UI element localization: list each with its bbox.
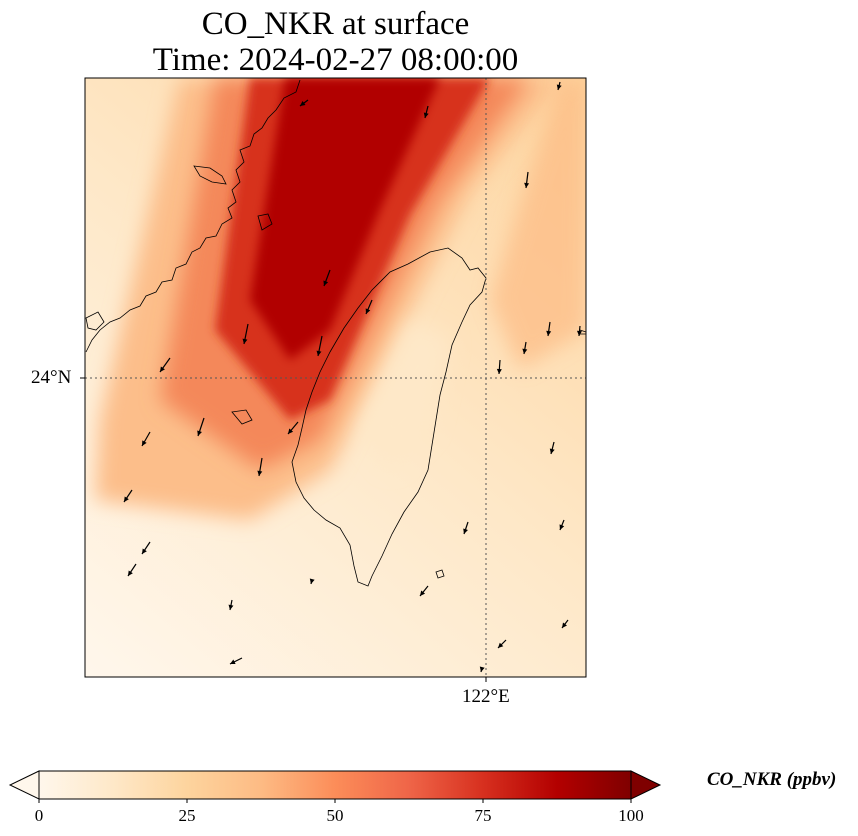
wind-arrow-head <box>323 280 329 286</box>
colorbar-tick-label: 75 <box>474 806 492 825</box>
concentration-field <box>85 78 586 677</box>
wind-arrow-head <box>288 428 294 434</box>
wind-arrow-head <box>577 330 582 336</box>
wind-arrow-head <box>423 112 429 118</box>
wind-arrow-head <box>128 570 133 576</box>
wind-arrow-head <box>142 440 147 446</box>
map-subtitle-time: Time: 2024-02-27 08:00:00 <box>152 42 519 78</box>
colorbar-extend-max <box>630 770 662 800</box>
lon-label-122e: 122°E <box>462 686 510 707</box>
wind-arrow-head <box>562 622 567 628</box>
wind-arrow-head <box>496 368 502 374</box>
wind-arrow-head <box>228 604 234 610</box>
wind-arrow-head <box>300 101 306 106</box>
wind-arrow-head <box>124 496 129 502</box>
wind-arrow-head <box>420 590 426 596</box>
wind-arrow-head <box>230 659 236 664</box>
wind-arrow-head <box>549 448 555 454</box>
wind-arrow-head <box>365 308 371 314</box>
wind-arrow-head <box>559 524 565 530</box>
plume-east <box>490 78 586 370</box>
island-coast <box>257 213 273 231</box>
wind-arrow-head <box>197 430 202 436</box>
wind-arrow-head <box>546 330 552 336</box>
colorbar-label: CO_NKR (ppbv) <box>707 769 837 790</box>
wind-arrow-head <box>479 666 485 672</box>
china-coastline <box>85 79 301 353</box>
clean-wedge <box>360 320 450 470</box>
colorbar-tick-label: 100 <box>618 806 644 825</box>
wind-arrow-head <box>316 350 322 356</box>
lat-label-24n: 24°N <box>31 367 72 388</box>
colorbar-tick-label: 25 <box>178 806 196 825</box>
island-coast <box>435 569 445 579</box>
wind-vectors <box>123 81 582 673</box>
wind-arrow-head <box>556 84 562 90</box>
gridlines <box>85 78 586 677</box>
map-title: CO_NKR at surface <box>201 6 470 42</box>
penghu-islands <box>231 409 253 425</box>
wind-arrow-head <box>257 470 263 476</box>
colorbar-tick-label: 0 <box>34 806 44 825</box>
wind-arrow-head <box>524 182 530 188</box>
colorbar-tick-label: 50 <box>326 806 344 825</box>
taiwan-coastline <box>291 247 487 587</box>
coastlines <box>85 79 586 587</box>
wind-arrow-head <box>522 348 528 354</box>
island-coast <box>85 311 105 331</box>
wind-arrow-head <box>498 642 504 648</box>
wind-arrow-head <box>463 528 468 534</box>
colorbar-gradient <box>39 771 631 799</box>
colorbar <box>8 770 662 803</box>
plume-core <box>250 78 440 360</box>
island-coast <box>193 165 227 185</box>
wind-arrow-head <box>160 366 165 372</box>
wind-arrow-head <box>309 578 315 584</box>
colorbar-extend-min <box>8 770 40 800</box>
wind-arrow-head <box>142 548 147 554</box>
wind-arrow-head <box>242 338 248 344</box>
